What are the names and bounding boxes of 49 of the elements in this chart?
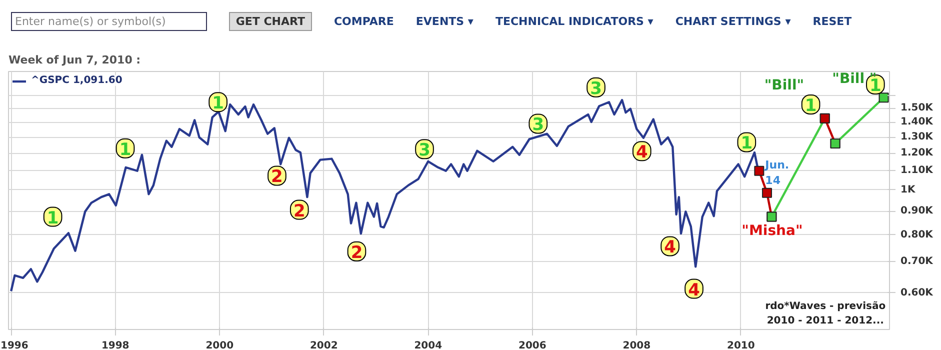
annotation: 1 — [46, 208, 59, 228]
annotation: 3 — [532, 115, 544, 136]
annotation: "Bill" — [764, 77, 804, 94]
y-tick-label: 1K — [900, 184, 916, 196]
x-tick-label: 2006 — [518, 340, 546, 350]
y-tick-label: 1.20K — [900, 148, 934, 159]
annotation: 4 — [688, 280, 700, 300]
annotation: 2 — [271, 167, 283, 188]
text: EVENTS ▾ — [416, 15, 474, 28]
x-tick-label: 2008 — [622, 340, 651, 350]
annotation: 4 — [636, 142, 648, 163]
x-tick-label: 1996 — [0, 340, 28, 350]
annotation: 1 — [740, 134, 753, 154]
annotation: 1 — [212, 94, 224, 114]
text: TECHNICAL INDICATORS ▾ — [495, 15, 654, 28]
point — [878, 92, 889, 103]
annotation: 1 — [119, 140, 132, 160]
y-tick-label: 0.60K — [900, 287, 934, 298]
annotation: 4 — [664, 238, 676, 258]
x-tick-label: 2004 — [414, 340, 442, 350]
text: GET CHART — [228, 12, 312, 31]
y-tick-label: 1.40K — [900, 116, 934, 128]
y-tick-label: 1.30K — [900, 132, 934, 143]
y-tick-label: 1.50K — [900, 102, 934, 114]
annotation: 2 — [293, 201, 306, 222]
point — [754, 166, 764, 176]
x-tick-label: 2002 — [310, 340, 338, 350]
y-tick-label: 0.70K — [900, 256, 934, 268]
annotation: 2 — [350, 242, 363, 263]
y-tick-label: 1.10K — [900, 165, 934, 176]
annotation: 3 — [590, 78, 602, 99]
y-tick-label: 0.90K — [900, 206, 934, 217]
text: CHART SETTINGS ▾ — [675, 15, 791, 28]
annotation: 2010 - 2011 - 2012... — [766, 315, 884, 326]
chart-title: Week of Jun 7, 2010 : — [8, 54, 141, 66]
text: COMPARE — [334, 15, 394, 28]
text: Enter name(s) or symbol(s) — [11, 12, 207, 31]
annotation: 1 — [804, 96, 817, 116]
text: RESET — [812, 15, 852, 28]
annotation: "Misha" — [742, 223, 803, 240]
x-tick-label: 2000 — [206, 340, 234, 350]
x-tick-label: 1998 — [101, 340, 130, 350]
annotation: rdo*Waves - previsão — [765, 301, 886, 312]
annotation: Jun. 14 — [764, 158, 790, 188]
annotation: 3 — [418, 140, 430, 161]
y-tick-label: 0.80K — [900, 229, 934, 240]
point — [762, 188, 772, 198]
legend-label: ^GSPC 1,091.60 — [31, 75, 122, 86]
x-tick-label: 2010 — [727, 340, 755, 350]
